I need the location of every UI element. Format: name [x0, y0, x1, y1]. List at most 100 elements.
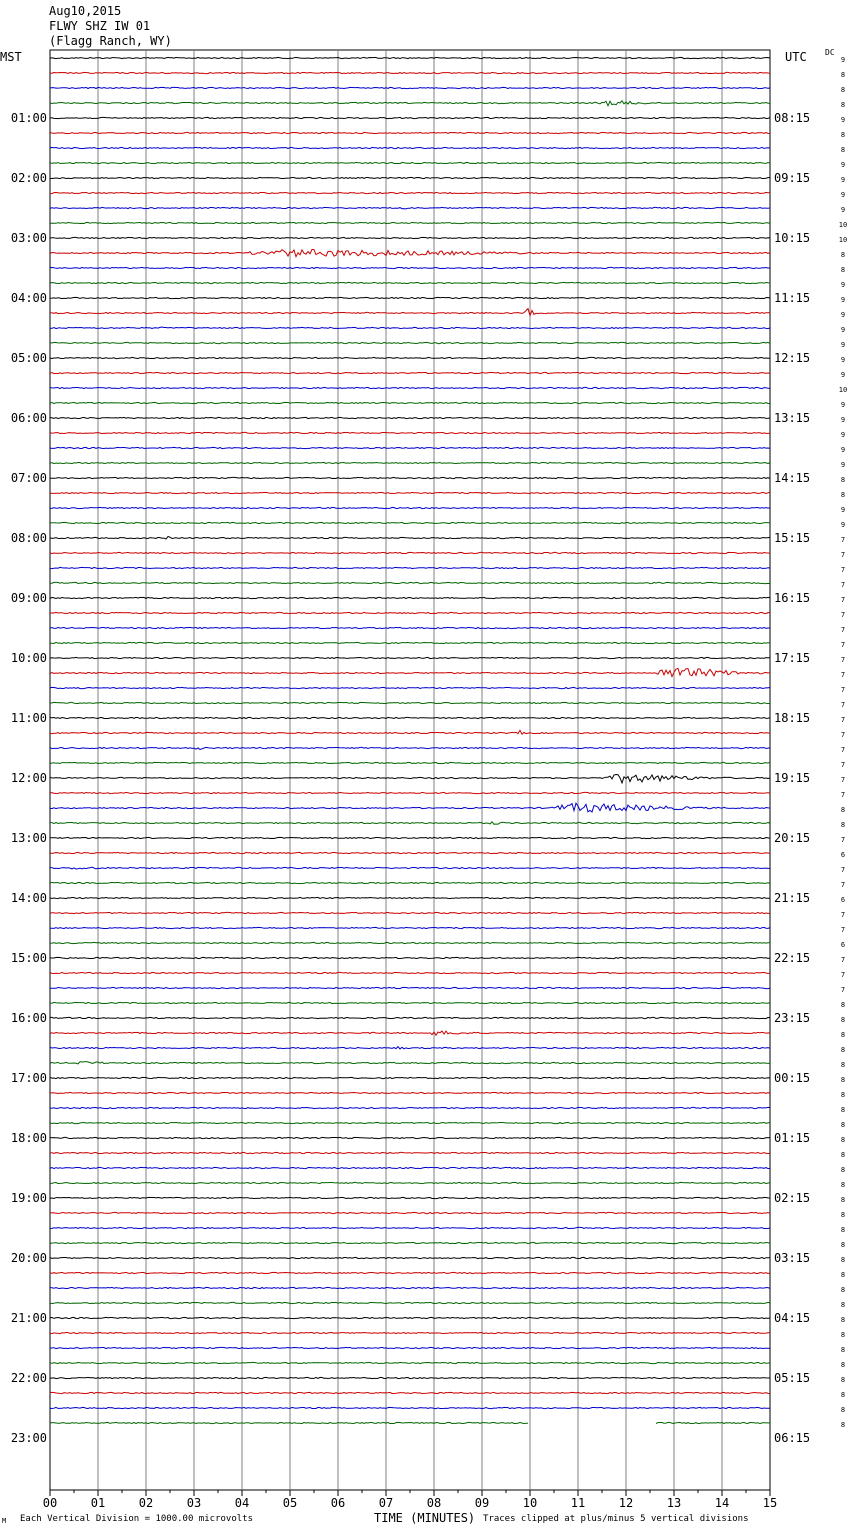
- trace-red: [49, 491, 771, 495]
- trace-blue: [49, 746, 771, 751]
- hour-label-utc: 06:15: [774, 1431, 810, 1445]
- hour-label-utc: 11:15: [774, 291, 810, 305]
- trace-blue: [50, 866, 770, 870]
- hour-label-mst: 19:00: [11, 1191, 47, 1205]
- dc-offset-label: 9: [841, 356, 845, 364]
- hour-label-utc: 16:15: [774, 591, 810, 605]
- dc-offset-label: 9: [841, 521, 845, 529]
- hour-label-mst: 17:00: [11, 1071, 47, 1085]
- dc-offset-label: 9: [841, 431, 845, 439]
- dc-offset-label: 9: [841, 56, 845, 64]
- hour-label-mst: 13:00: [11, 831, 47, 845]
- dc-offset-label: 8: [841, 491, 845, 499]
- trace-blue: [50, 986, 771, 990]
- trace-green: [49, 1121, 771, 1125]
- trace-red: [49, 667, 771, 678]
- trace-blue: [49, 926, 771, 930]
- trace-red: [49, 131, 771, 135]
- trace-black: [49, 56, 771, 60]
- dc-offset-label: 6: [841, 851, 845, 859]
- dc-offset-label: 8: [841, 266, 845, 274]
- trace-black: [49, 716, 771, 720]
- hour-label-utc: 14:15: [774, 471, 810, 485]
- dc-offset-label: 8: [841, 1361, 845, 1369]
- dc-offset-label: 9: [841, 341, 845, 349]
- x-tick-label: 05: [283, 1496, 297, 1510]
- dc-offset-label: 9: [841, 326, 845, 334]
- trace-blue: [49, 626, 771, 630]
- trace-red: [49, 191, 771, 195]
- dc-offset-label: 7: [841, 986, 845, 994]
- trace-red: [49, 1151, 771, 1155]
- trace-black: [50, 1016, 771, 1020]
- dc-offset-label: 8: [841, 1016, 845, 1024]
- hour-label-utc: 18:15: [774, 711, 810, 725]
- dc-offset-label: 8: [841, 1046, 845, 1054]
- dc-offset-label: 8: [841, 1331, 845, 1339]
- dc-offset-label: 8: [841, 1211, 845, 1219]
- x-tick-label: 01: [91, 1496, 105, 1510]
- clip-note: Traces clipped at plus/minus 5 vertical …: [483, 1514, 749, 1524]
- hour-label-utc: 01:15: [774, 1131, 810, 1145]
- dc-offset-label: 9: [841, 371, 845, 379]
- trace-blue: [49, 1346, 771, 1350]
- trace-green: [49, 701, 771, 705]
- x-tick-label: 12: [619, 1496, 633, 1510]
- trace-green: [49, 941, 771, 945]
- hour-label-mst: 05:00: [11, 351, 47, 365]
- x-tick-label: 14: [715, 1496, 729, 1510]
- trace-red: [49, 1331, 771, 1335]
- trace-black: [49, 356, 771, 360]
- trace-green: [49, 1060, 771, 1065]
- trace-blue: [49, 266, 771, 270]
- trace-red: [49, 248, 771, 259]
- dc-offset-label: 8: [841, 1301, 845, 1309]
- trace-blue: [49, 326, 771, 330]
- trace-red: [49, 371, 771, 375]
- hour-label-utc: 05:15: [774, 1371, 810, 1385]
- dc-offset-label: 9: [841, 281, 845, 289]
- x-tick-label: 00: [43, 1496, 57, 1510]
- trace-green: [49, 1361, 771, 1365]
- hour-label-utc: 09:15: [774, 171, 810, 185]
- dc-offset-label: 8: [841, 1346, 845, 1354]
- hour-label-mst: 11:00: [11, 711, 47, 725]
- dc-offset-label: 7: [841, 716, 845, 724]
- dc-offset-label: 8: [841, 1256, 845, 1264]
- x-tick-label: 15: [763, 1496, 777, 1510]
- dc-offset-label: 8: [841, 1181, 845, 1189]
- trace-black: [49, 416, 771, 420]
- hour-label-mst: 21:00: [11, 1311, 47, 1325]
- dc-offset-label: 8: [841, 1316, 845, 1324]
- dc-offset-label: 6: [841, 896, 845, 904]
- hour-label-utc: 12:15: [774, 351, 810, 365]
- hour-label-mst: 07:00: [11, 471, 47, 485]
- dc-offset-label: 8: [841, 71, 845, 79]
- dc-offset-label: 9: [841, 401, 845, 409]
- dc-offset-label: 7: [841, 731, 845, 739]
- trace-black: [49, 535, 771, 540]
- dc-offset-label: 7: [841, 776, 845, 784]
- dc-offset-label: 8: [841, 1421, 845, 1429]
- hour-label-utc: 19:15: [774, 771, 810, 785]
- dc-offset-label: 8: [841, 1091, 845, 1099]
- dc-offset-label: 9: [841, 206, 845, 214]
- trace-black: [49, 1076, 771, 1080]
- trace-green: [49, 221, 771, 225]
- trace-black: [49, 773, 771, 785]
- dc-offset-label: 8: [841, 821, 845, 829]
- dc-offset-label: 8: [841, 1166, 845, 1174]
- dc-offset-label: 8: [841, 1196, 845, 1204]
- dc-offset-label: 8: [841, 806, 845, 814]
- dc-offset-label: 9: [841, 446, 845, 454]
- dc-offset-label: 7: [841, 536, 845, 544]
- dc-offset-label: 9: [841, 461, 845, 469]
- dc-offset-label: 7: [841, 686, 845, 694]
- hour-label-mst: 12:00: [11, 771, 47, 785]
- dc-offset-label: 8: [841, 146, 845, 154]
- trace-blue: [49, 1045, 771, 1050]
- trace-blue: [49, 1166, 771, 1170]
- dc-offset-label: 7: [841, 551, 845, 559]
- trace-red: [49, 1030, 771, 1037]
- hour-label-mst: 04:00: [11, 291, 47, 305]
